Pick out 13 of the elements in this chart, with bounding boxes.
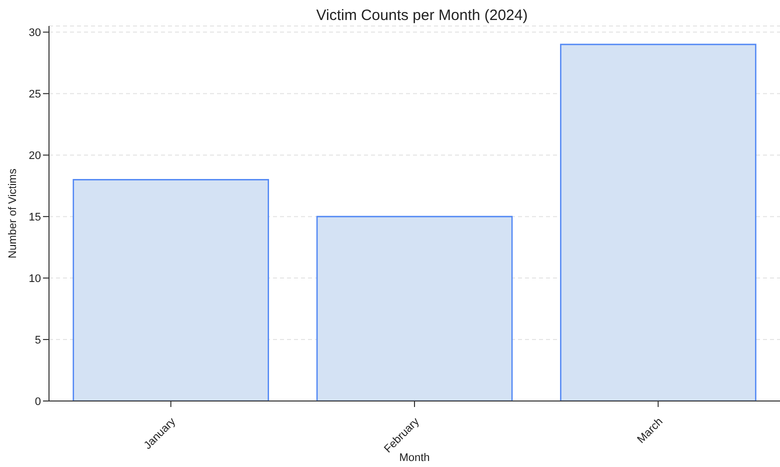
y-tick-label: 5 bbox=[34, 334, 41, 346]
bar bbox=[316, 216, 513, 401]
y-tick-label: 30 bbox=[28, 27, 41, 40]
y-tick-label: 15 bbox=[28, 211, 41, 224]
bar bbox=[72, 179, 270, 401]
chart-title: Victim Counts per Month (2024) bbox=[316, 7, 528, 24]
y-axis-title: Number of Victims bbox=[6, 168, 19, 258]
bar bbox=[560, 44, 756, 401]
y-tick-label: 0 bbox=[34, 396, 41, 408]
x-axis-title: Month bbox=[399, 452, 430, 464]
y-tick-label: 20 bbox=[28, 150, 41, 162]
y-tick-label: 25 bbox=[28, 88, 41, 101]
y-tick-label: 10 bbox=[28, 272, 41, 285]
